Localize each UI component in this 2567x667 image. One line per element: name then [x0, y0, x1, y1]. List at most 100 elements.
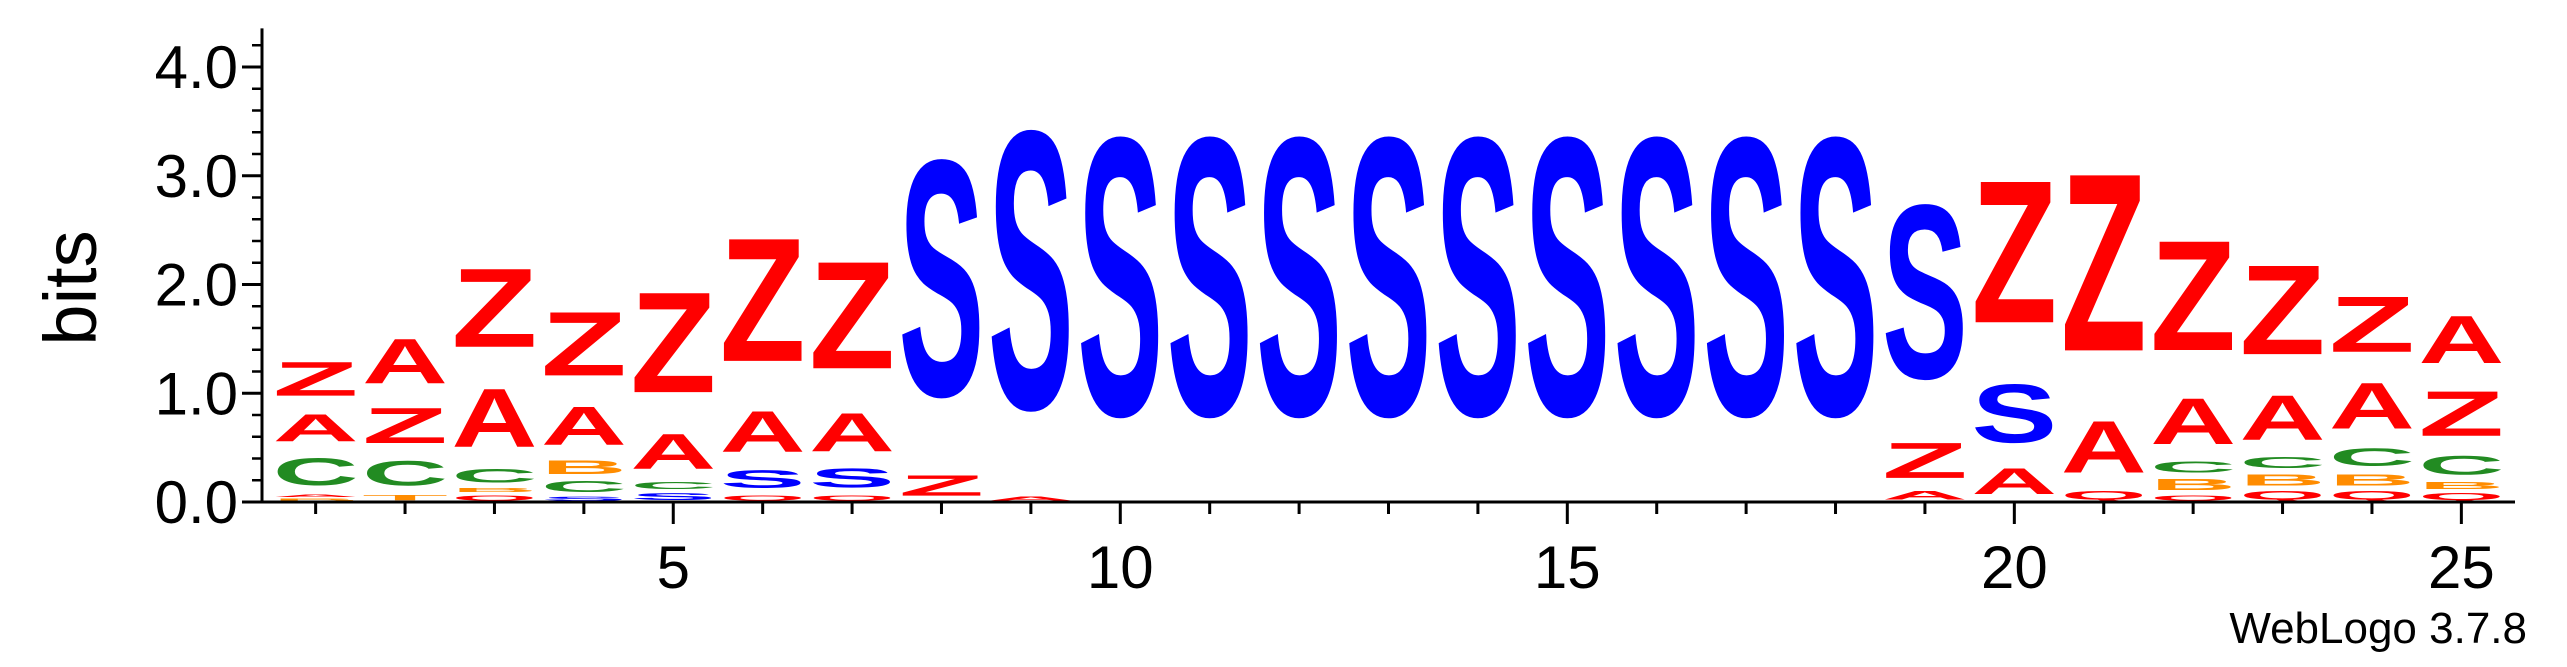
logo-column-12: S — [1256, 54, 1342, 499]
y-tick-label: 3.0 — [155, 143, 238, 210]
glyph-s-pos-16: S — [1614, 54, 1700, 499]
glyph-q-pos-21: Q — [2061, 489, 2147, 502]
glyph-q-pos-24: Q — [2329, 489, 2415, 502]
glyph-z-pos-22: Z — [2150, 208, 2236, 384]
glyph-b-pos-3: B — [452, 487, 538, 494]
logo-axes: 0.0 1.0 2.0 3.0 4.0 5 10 15 20 25 — [155, 28, 2515, 601]
glyph-a-pos-22: A — [2150, 385, 2236, 458]
logo-column-10: S — [1077, 54, 1163, 499]
glyph-z-pos-5: Z — [630, 263, 716, 424]
glyph-b-pos-22: B — [2150, 476, 2236, 493]
glyph-z-pos-20: Z — [1971, 138, 2057, 366]
glyph-s-pos-19: S — [1882, 153, 1968, 431]
glyph-a-pos-9: A — [988, 495, 1074, 502]
glyph-q-pos-22: Q — [2150, 493, 2236, 502]
x-tick-label: 10 — [1087, 534, 1154, 601]
glyph-s-pos-14: S — [1435, 54, 1521, 499]
glyph-c-pos-25: C — [2418, 450, 2504, 480]
logo-column-8: ZS — [899, 91, 985, 502]
glyph-s-pos-5: S — [630, 491, 716, 502]
glyph-z-pos-6: Z — [720, 200, 806, 398]
glyph-z-pos-2: Z — [362, 398, 448, 454]
glyph-s-pos-4: S — [541, 496, 627, 502]
logo-column-17: S — [1703, 54, 1789, 499]
glyph-z-pos-1: Z — [273, 352, 359, 406]
glyph-q-pos-25: Q — [2418, 491, 2504, 502]
glyph-q-pos-3: Q — [452, 493, 538, 502]
glyph-c-pos-4: C — [541, 478, 627, 495]
glyph-q-pos-23: Q — [2240, 489, 2326, 502]
glyph-s-pos-6: S — [720, 465, 806, 493]
x-tick-label: 15 — [1534, 534, 1601, 601]
glyph-z-pos-23: Z — [2240, 239, 2326, 382]
glyph-q-pos-6: Q — [720, 493, 806, 502]
logo-column-16: S — [1614, 54, 1700, 499]
glyph-s-pos-9: S — [988, 47, 1074, 492]
x-tick-label: 20 — [1981, 534, 2048, 601]
glyph-s-pos-8: S — [899, 91, 985, 468]
glyph-a-pos-24: A — [2329, 370, 2415, 443]
logo-column-11: S — [1167, 54, 1253, 499]
glyph-z-pos-4: Z — [541, 294, 627, 396]
glyph-s-pos-15: S — [1524, 54, 1610, 499]
glyph-a-pos-20: A — [1971, 460, 2057, 502]
glyph-a-pos-7: A — [809, 401, 895, 462]
glyph-z-pos-24: Z — [2329, 281, 2415, 370]
glyph-a-pos-4: A — [541, 395, 627, 456]
glyph-s-pos-11: S — [1167, 54, 1253, 499]
glyph-a-pos-5: A — [630, 424, 716, 480]
glyph-b-pos-4: B — [541, 456, 627, 478]
y-tick-label: 4.0 — [155, 34, 238, 101]
glyph-s-pos-12: S — [1256, 54, 1342, 499]
logo-column-14: S — [1435, 54, 1521, 499]
glyph-s-pos-17: S — [1703, 54, 1789, 499]
glyph-a-pos-23: A — [2240, 383, 2326, 454]
y-axis-title: bits — [29, 230, 112, 345]
glyph-a-pos-3: A — [452, 371, 538, 464]
glyph-b-pos-23: B — [2240, 471, 2326, 488]
logo-column-20: ASZ — [1971, 138, 2057, 502]
logo-column-15: S — [1524, 54, 1610, 499]
glyph-z-pos-21: Z — [2061, 120, 2147, 405]
logo-column-21: QAZ — [2061, 120, 2147, 502]
glyph-c-pos-3: C — [452, 465, 538, 487]
glyph-z-pos-7: Z — [809, 231, 895, 402]
x-tick-label: 25 — [2428, 534, 2495, 601]
y-tick-label: 2.0 — [155, 252, 238, 319]
glyph-c-pos-22: C — [2150, 458, 2236, 475]
glyph-z-pos-19: Z — [1882, 432, 1968, 488]
logo-column-19: AZS — [1882, 153, 1968, 502]
glyph-b-pos-1: B — [273, 498, 359, 502]
glyph-s-pos-10: S — [1077, 54, 1163, 499]
glyph-t-pos-2: T — [362, 493, 448, 502]
glyph-b-pos-25: B — [2418, 480, 2504, 491]
weblogo-credit: WebLogo 3.7.8 — [2229, 604, 2527, 653]
glyph-q-pos-7: Q — [809, 493, 895, 502]
glyph-s-pos-20: S — [1971, 367, 2057, 460]
logo-column-9: AS — [988, 47, 1074, 502]
glyph-a-pos-1: A — [273, 406, 359, 449]
logo-column-13: S — [1346, 54, 1432, 499]
glyph-s-pos-13: S — [1346, 54, 1432, 499]
glyph-c-pos-5: C — [630, 480, 716, 491]
x-tick-label: 5 — [657, 534, 690, 601]
y-tick-label: 0.0 — [155, 469, 238, 536]
glyph-s-pos-7: S — [809, 463, 895, 493]
glyph-c-pos-1: C — [273, 450, 359, 493]
glyph-z-pos-8: Z — [899, 469, 985, 501]
glyph-z-pos-3: Z — [452, 245, 538, 371]
logo-column-18: S — [1793, 54, 1879, 499]
y-tick-label: 1.0 — [155, 360, 238, 427]
glyph-s-pos-18: S — [1793, 54, 1879, 499]
